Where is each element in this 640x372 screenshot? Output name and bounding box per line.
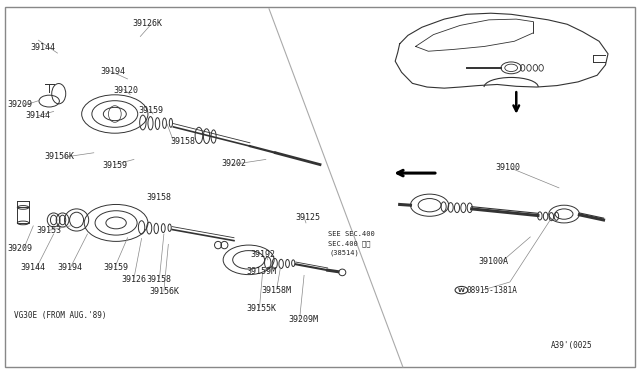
Text: 39194: 39194 — [100, 67, 125, 76]
Text: SEC.400 参照: SEC.400 参照 — [328, 240, 370, 247]
Text: W: W — [458, 288, 465, 293]
Text: 39159: 39159 — [103, 263, 129, 272]
Text: (38514): (38514) — [330, 249, 359, 256]
Text: 08915-1381A: 08915-1381A — [467, 286, 517, 295]
Text: 39159M: 39159M — [246, 267, 276, 276]
Text: 39156K: 39156K — [149, 287, 179, 296]
Text: 39155K: 39155K — [246, 304, 276, 313]
Text: 39158: 39158 — [147, 193, 172, 202]
Text: 39153: 39153 — [36, 226, 61, 235]
Text: 39100A: 39100A — [478, 257, 508, 266]
Text: 39158: 39158 — [170, 137, 195, 146]
Text: 39209: 39209 — [8, 100, 33, 109]
Text: 39202: 39202 — [221, 159, 246, 169]
Text: 39144: 39144 — [20, 263, 45, 272]
Text: VG30E (FROM AUG.'89): VG30E (FROM AUG.'89) — [14, 311, 107, 320]
Text: 39100: 39100 — [495, 163, 520, 172]
Text: 39209M: 39209M — [288, 315, 318, 324]
Text: SEE SEC.400: SEE SEC.400 — [328, 231, 374, 237]
Text: 39144: 39144 — [26, 111, 51, 121]
Text: 39209: 39209 — [8, 244, 33, 253]
Text: 39159: 39159 — [138, 106, 163, 115]
Text: 39194: 39194 — [58, 263, 83, 272]
Text: 39126: 39126 — [121, 275, 146, 283]
Text: A39'(0025: A39'(0025 — [550, 341, 592, 350]
Text: 39158M: 39158M — [261, 286, 291, 295]
Text: 39120: 39120 — [113, 86, 138, 94]
Text: 39125: 39125 — [296, 213, 321, 222]
Text: 39158: 39158 — [147, 275, 172, 283]
Text: 39156K: 39156K — [45, 152, 75, 161]
Text: 39192: 39192 — [250, 250, 275, 259]
Text: 39144: 39144 — [30, 43, 55, 52]
Bar — [17, 208, 29, 223]
Text: 39126K: 39126K — [132, 19, 162, 28]
Text: 39159: 39159 — [102, 161, 127, 170]
